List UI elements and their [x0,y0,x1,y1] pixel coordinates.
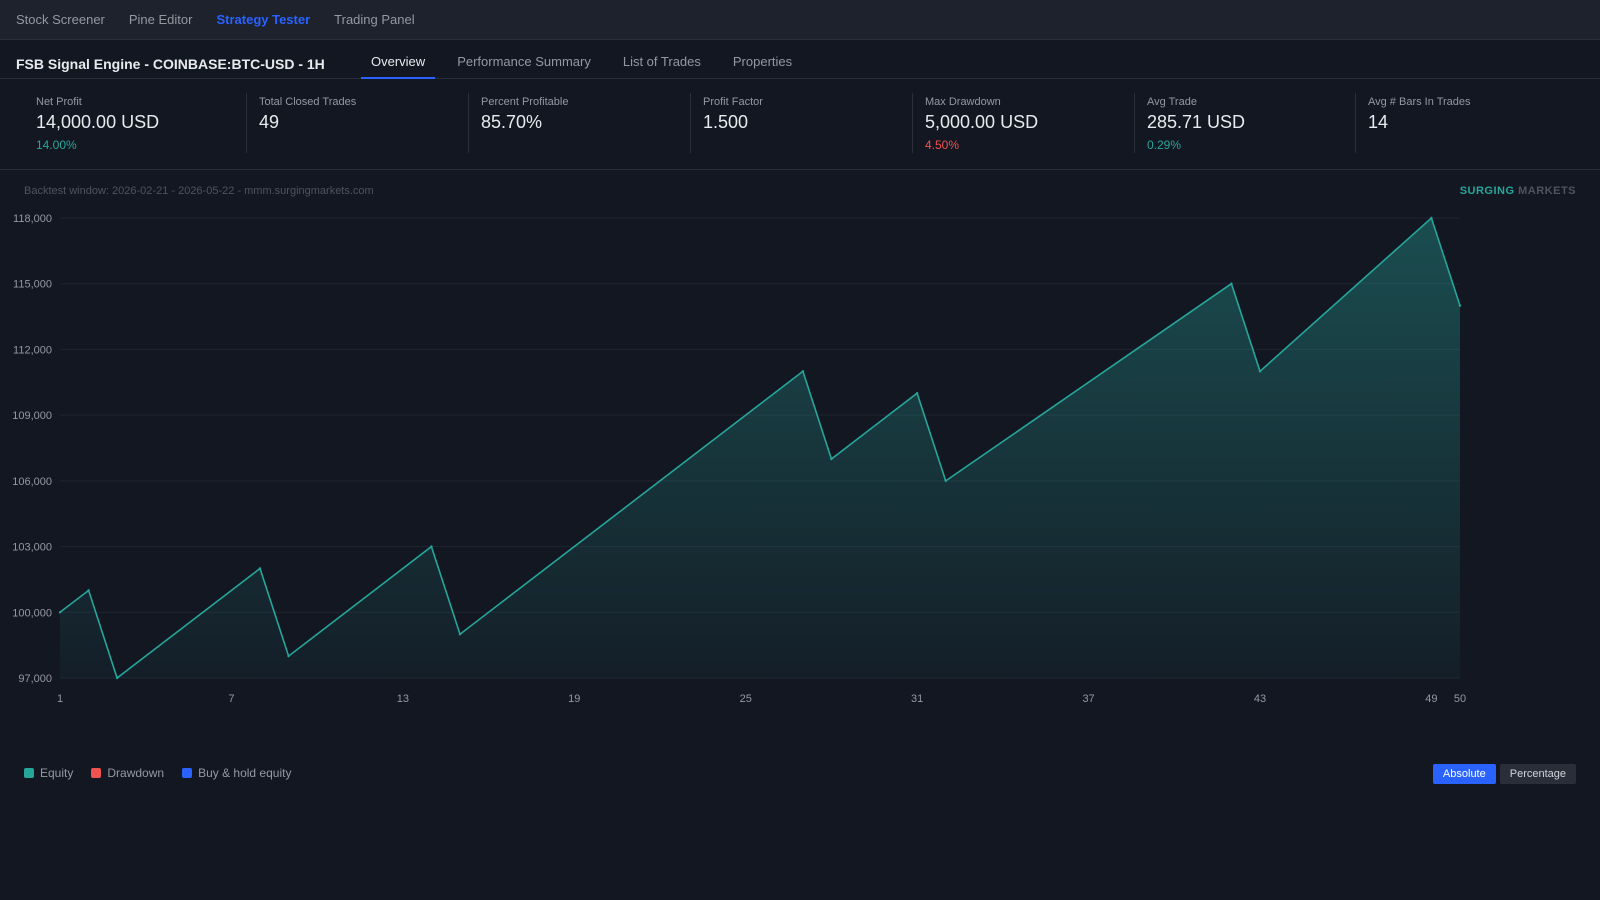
equity-data-point [801,370,805,373]
equity-data-point [430,545,433,548]
legend-swatch-drawdown [91,768,102,778]
strategy-header: FSB Signal Engine - COINBASE:BTC-USD - 1… [0,40,1600,79]
chart-ticks: 97,000 100,000 103,000 106,000 109,000 112,00… [12,213,1466,705]
equity-data-point [1230,282,1233,285]
y-tick-label: 109,000 [12,410,52,422]
tab-list-of-trades[interactable]: List of Trades [622,54,701,69]
legend-item-buy-hold[interactable]: Buy & hold equity [182,766,291,780]
metric-value: 5,000.00 USD [925,112,1039,132]
x-tick-label: 7 [228,693,234,705]
x-tick-label: 31 [911,693,923,705]
metric-label: Max Drawdown [925,96,1001,108]
y-tick-label: 112,000 [13,344,52,356]
x-tick-label: 43 [1254,693,1266,705]
equity-data-point [58,611,62,614]
equity-data-point [1258,370,1262,373]
tab-performance-summary[interactable]: Performance Summary [457,54,591,69]
metric-total-closed-trades: Total Closed Trades 49 [246,93,356,153]
brand-watermark: SURGING MARKETS [1460,185,1576,197]
y-tick-label: 106,000 [12,476,52,488]
legend-item-equity[interactable]: Equity [24,766,73,780]
metric-value: 14 [1368,112,1389,132]
metric-label: Avg # Bars In Trades [1368,96,1471,108]
metrics-row: Net Profit 14,000.00 USD 14.00% Total Cl… [0,79,1600,170]
brand-part-2: MARKETS [1518,185,1576,197]
x-tick-label: 50 [1454,693,1466,705]
x-tick-label: 19 [568,693,580,705]
metric-value: 285.71 USD [1147,112,1246,132]
legend-item-drawdown[interactable]: Drawdown [91,766,164,780]
equity-data-point [87,589,90,592]
metric-net-profit: Net Profit 14,000.00 USD 14.00% [24,93,159,153]
metric-percent-profitable: Percent Profitable 85.70% [468,93,568,153]
metric-value: 85.70% [481,112,543,132]
nav-stock-screener[interactable]: Stock Screener [16,12,105,27]
tab-overview[interactable]: Overview [361,40,436,79]
equity-area-fill [60,218,1460,678]
y-tick-label: 100,000 [12,607,52,619]
metric-value: 14,000.00 USD [36,112,160,132]
metric-label: Profit Factor [703,96,763,108]
legend-swatch-buy-hold [182,768,193,778]
metric-label: Net Profit [36,96,82,108]
equity-data-point [830,457,833,461]
metric-label: Avg Trade [1147,96,1197,108]
nav-pine-editor[interactable]: Pine Editor [128,12,193,27]
x-tick-label: 13 [397,693,409,705]
equity-chart-area: 97,000 100,000 103,000 106,000 109,000 112,00… [0,171,1600,731]
y-tick-label: 118,000 [13,213,52,225]
metric-value: 49 [259,112,280,132]
equity-chart: 97,000 100,000 103,000 106,000 109,000 112,00… [12,213,1466,705]
equity-data-point [944,479,947,483]
x-tick-label: 49 [1425,693,1437,705]
y-tick-label: 97,000 [18,673,52,685]
backtest-window-note: Backtest window: 2026-02-21 - 2026-05-22… [24,185,374,197]
metric-percent: 4.50% [925,138,960,152]
metric-label: Percent Profitable [481,96,569,108]
metric-avg-bars-in-trades: Avg # Bars In Trades 14 [1355,93,1471,153]
equity-data-point [1458,304,1462,307]
x-tick-label: 37 [1082,693,1094,705]
chart-series-area [58,216,1462,680]
legend-label: Buy & hold equity [198,766,292,780]
strategy-tabs: Overview Performance Summary List of Tra… [361,40,814,79]
metric-label: Total Closed Trades [259,96,357,108]
strategy-title: FSB Signal Engine - COINBASE:BTC-USD - 1… [16,56,325,72]
equity-data-point [258,567,262,570]
chart-legend: Equity Drawdown Buy & hold equity [24,766,309,780]
percentage-toggle-button[interactable]: Percentage [1499,764,1576,784]
metric-profit-factor: Profit Factor 1.500 [690,93,763,153]
x-tick-label: 25 [740,693,752,705]
y-tick-label: 115,000 [13,279,52,291]
equity-data-point [1430,216,1433,220]
metric-percent: 14.00% [36,138,77,152]
metric-value: 1.500 [703,112,749,132]
x-tick-label: 1 [57,693,63,705]
nav-strategy-tester[interactable]: Strategy Tester [216,12,311,27]
brand-part-1: SURGING [1459,185,1515,197]
legend-label: Drawdown [107,766,165,780]
metric-avg-trade: Avg Trade 285.71 USD 0.29% [1134,93,1245,153]
equity-data-point [287,654,290,658]
tab-properties[interactable]: Properties [732,54,793,69]
legend-swatch-equity [24,768,34,778]
nav-trading-panel[interactable]: Trading Panel [334,12,415,27]
equity-data-point [458,632,462,636]
legend-label: Equity [40,766,74,780]
equity-data-point [115,676,119,680]
metric-percent: 0.29% [1147,138,1182,152]
top-navigation: Stock Screener Pine Editor Strategy Test… [0,0,1600,40]
y-tick-label: 103,000 [12,542,52,554]
absolute-toggle-button[interactable]: Absolute [1432,764,1496,784]
scale-toggle-group: Absolute Percentage [1429,764,1576,784]
metric-max-drawdown: Max Drawdown 5,000.00 USD 4.50% [912,93,1038,153]
equity-data-point [915,392,919,395]
